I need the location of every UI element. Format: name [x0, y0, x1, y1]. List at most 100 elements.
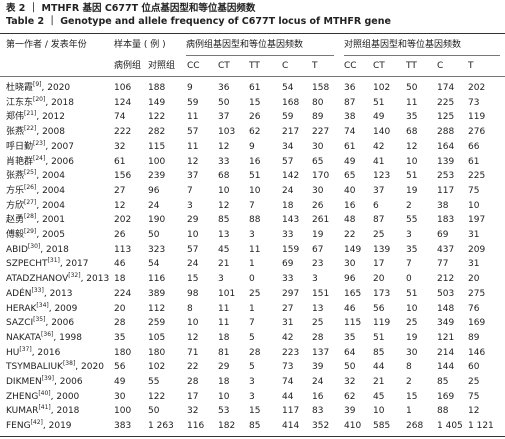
- cell: 116: [148, 274, 166, 285]
- cell: 67: [312, 244, 324, 255]
- cell: 19: [406, 185, 418, 196]
- cell: 27: [282, 303, 294, 314]
- cell: 30: [114, 391, 126, 402]
- subheader: T: [312, 61, 318, 71]
- author-cell: NAKATA[36], 1998: [6, 331, 82, 344]
- cell: 35: [344, 332, 356, 343]
- year: , 2004: [36, 171, 65, 182]
- cell: 18: [114, 274, 126, 285]
- cell: 62: [249, 127, 261, 138]
- subheader: CT: [218, 61, 230, 71]
- cell: 29: [187, 215, 199, 226]
- cell: 51: [249, 171, 261, 182]
- cell: 261: [312, 215, 330, 226]
- cell: 15: [187, 274, 199, 285]
- author: DIKMEN: [6, 377, 42, 387]
- cell: 3: [406, 230, 412, 240]
- cell: 68: [218, 171, 230, 182]
- cell: 46: [114, 259, 126, 270]
- cell: 149: [148, 97, 166, 108]
- cell: 106: [114, 83, 132, 93]
- cell: 19: [406, 332, 418, 343]
- cell: 37: [218, 112, 230, 123]
- cell: 53: [218, 406, 230, 417]
- year: , 2018: [40, 244, 69, 255]
- cell: 35: [114, 332, 126, 343]
- cell: 119: [373, 318, 391, 329]
- cell: 227: [312, 127, 330, 138]
- cell: 87: [344, 97, 356, 108]
- author: TSYMBALIUK: [6, 362, 63, 373]
- cell: 113: [114, 244, 132, 255]
- cell: 29: [218, 362, 230, 373]
- cell: 30: [312, 141, 324, 152]
- cell: 88: [249, 215, 261, 226]
- cell: 239: [148, 171, 166, 182]
- cell: 18: [282, 200, 294, 211]
- cell: 8: [187, 303, 193, 314]
- cell: 31: [468, 259, 480, 270]
- cell: 253: [437, 171, 455, 182]
- cell: 112: [148, 303, 166, 314]
- cell: 100: [114, 406, 132, 417]
- cell: 10: [406, 156, 418, 167]
- cell: 146: [468, 347, 486, 358]
- cell: 50: [218, 97, 230, 108]
- author-cell: 杜晓霞[9], 2020: [6, 82, 70, 94]
- author-cell: FENG[42], 2019: [6, 420, 72, 432]
- year: , 2007: [45, 141, 74, 152]
- cell: 159: [282, 244, 300, 255]
- cell: 10: [187, 318, 199, 329]
- cell: 123: [373, 171, 391, 182]
- cell: 33: [282, 230, 294, 240]
- top-rule: [0, 33, 505, 34]
- cell: 74: [114, 112, 126, 123]
- reference: [27]: [24, 198, 37, 206]
- cell: 101: [218, 288, 236, 299]
- reference: [24]: [33, 154, 46, 162]
- cell: 28: [249, 347, 261, 358]
- head-rule: [0, 76, 505, 77]
- cell: 5: [249, 332, 255, 343]
- author: ZHENG: [6, 391, 39, 402]
- cell: 148: [437, 303, 455, 314]
- cell: 50: [344, 362, 356, 373]
- author-cell: 方乐[26], 2004: [6, 183, 65, 197]
- cell: 73: [468, 97, 480, 108]
- author: FENG: [6, 421, 31, 432]
- header-case: 病例组基因型和等位基因频数: [186, 40, 304, 50]
- group-rule: [344, 55, 500, 56]
- year: , 2013: [80, 274, 110, 285]
- cell: 100: [148, 156, 166, 167]
- reference: [26]: [24, 183, 37, 191]
- author: SZPECHT: [6, 259, 48, 270]
- cell: 66: [468, 141, 480, 152]
- cell: 139: [437, 156, 455, 167]
- cell: 15: [406, 391, 418, 402]
- cell: 15: [249, 406, 261, 417]
- cell: 80: [312, 97, 324, 108]
- reference: [42]: [30, 419, 43, 427]
- cell: 45: [218, 244, 230, 255]
- cell: 124: [114, 97, 132, 108]
- cell: 45: [373, 391, 385, 402]
- cell: 31: [282, 318, 294, 329]
- cell: 276: [468, 127, 486, 138]
- cell: 103: [218, 127, 236, 138]
- cell: 144: [437, 362, 455, 373]
- year: , 2006: [54, 377, 83, 387]
- author: 方欣: [6, 200, 25, 211]
- cell: 61: [468, 156, 480, 167]
- cell: 3: [249, 377, 255, 387]
- cell: 12: [218, 200, 230, 211]
- subheader: C: [282, 61, 289, 71]
- author: 张燕: [6, 127, 25, 138]
- cell: 30: [312, 185, 324, 196]
- cell: 259: [148, 318, 166, 329]
- cell: 12: [187, 332, 199, 343]
- author-cell: ABID[30], 2018: [6, 243, 69, 256]
- cell: 11: [249, 244, 261, 255]
- cell: 46: [344, 303, 356, 314]
- cell: 20: [114, 303, 126, 314]
- cell: 117: [437, 185, 455, 196]
